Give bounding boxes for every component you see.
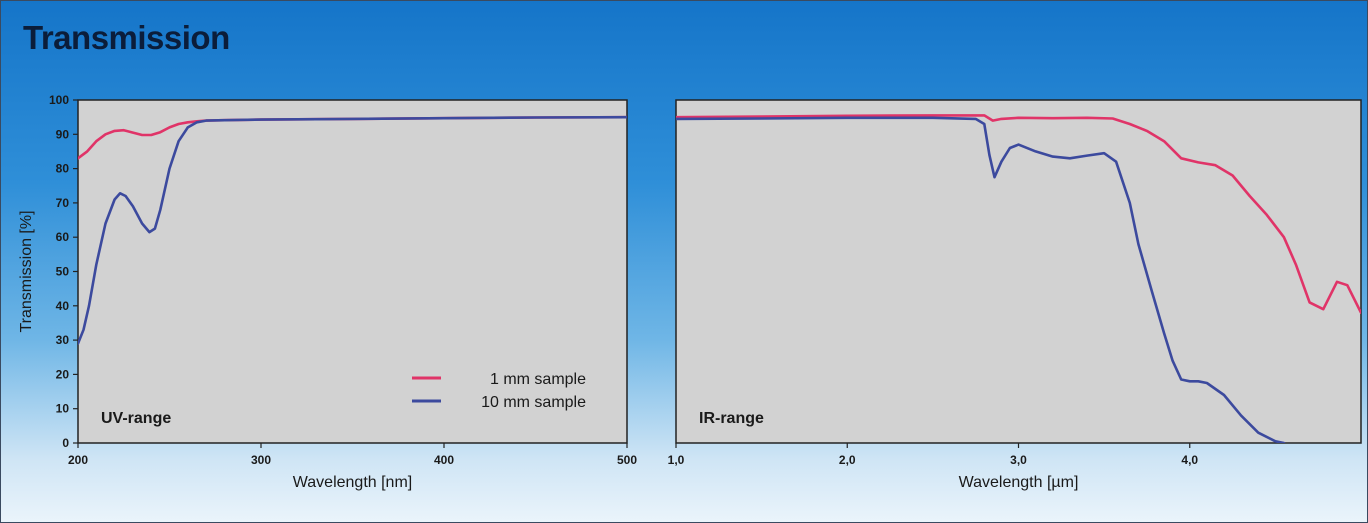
y-tick-label: 20: [56, 367, 70, 381]
x-tick-label: 200: [68, 453, 88, 467]
y-tick-label: 70: [56, 196, 70, 210]
x-tick-label: 500: [617, 453, 637, 467]
x-tick-label: 400: [434, 453, 454, 467]
panel-label: IR-range: [699, 410, 764, 427]
plot-area: [77, 99, 628, 444]
y-tick-label: 0: [62, 436, 69, 450]
series-line-10mm: [78, 115, 627, 345]
legend-label-10mm: 10 mm sample: [481, 394, 586, 411]
page-title: Transmission: [23, 19, 230, 56]
y-tick-label: 10: [56, 402, 70, 416]
x-tick-label: 4,0: [1181, 453, 1198, 467]
y-tick-label: 100: [49, 93, 69, 107]
y-tick-label: 30: [56, 333, 70, 347]
x-tick-label: 2,0: [839, 453, 856, 467]
series-line-10mm: [676, 116, 1286, 443]
panel-label: UV-range: [101, 410, 171, 427]
legend: 1 mm sample 10 mm sample: [412, 371, 586, 411]
series-line-1mm: [676, 114, 1361, 315]
y-tick-label: 40: [56, 299, 70, 313]
y-axis-label: Transmission [%]: [18, 210, 35, 332]
y-tick-label: 50: [56, 265, 70, 279]
legend-label-1mm: 1 mm sample: [490, 371, 586, 388]
panel-uv: 0 10 20 30 40 50 60 70 80 90 100 200 300 400 500 Wavele…: [18, 93, 637, 491]
y-tick-label: 80: [56, 162, 70, 176]
x-tick-label: 3,0: [1010, 453, 1027, 467]
panel-ir: 1,0 2,0 3,0 4,0 Wavelength [µm] IR-range: [668, 99, 1362, 491]
y-tick-label: 60: [56, 230, 70, 244]
x-tick-label: 1,0: [668, 453, 685, 467]
x-axis-label: Wavelength [µm]: [959, 474, 1079, 491]
x-axis-label: Wavelength [nm]: [293, 474, 412, 491]
plot-area: [675, 99, 1362, 444]
x-tick-label: 300: [251, 453, 271, 467]
y-tick-label: 90: [56, 127, 70, 141]
